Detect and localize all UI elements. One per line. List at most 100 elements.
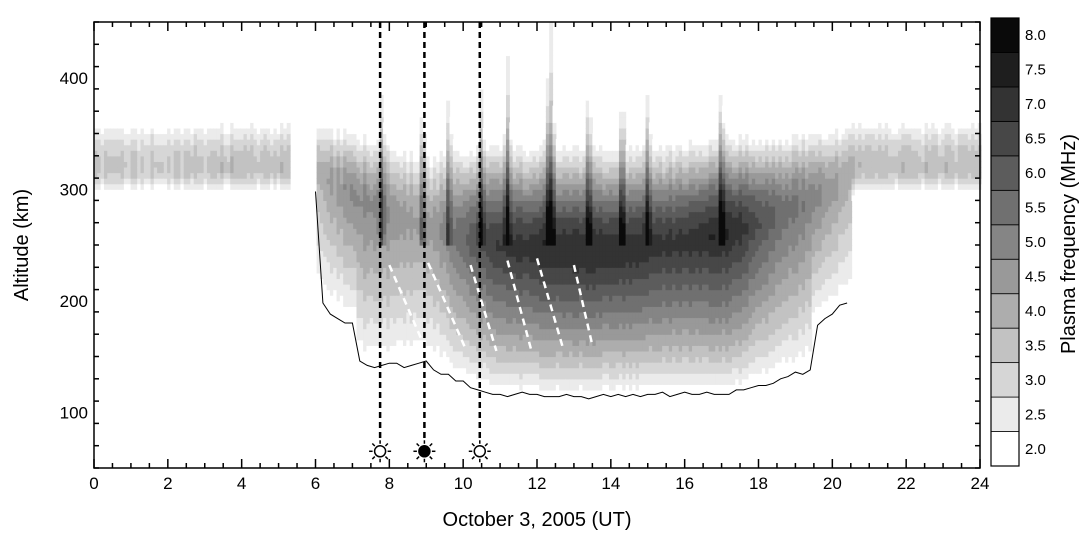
contour-cell bbox=[177, 144, 181, 151]
contour-cell bbox=[369, 289, 374, 296]
contour-cell bbox=[502, 373, 507, 380]
contour-cell bbox=[349, 172, 354, 179]
contour-cell bbox=[479, 250, 484, 257]
contour-cell bbox=[462, 323, 467, 330]
contour-cell bbox=[486, 239, 490, 246]
contour-cell bbox=[459, 239, 464, 246]
contour-cell bbox=[559, 334, 564, 341]
contour-cell bbox=[263, 166, 268, 174]
contour-cell bbox=[376, 155, 381, 162]
contour-cell bbox=[409, 233, 414, 241]
contour-cell bbox=[389, 295, 394, 302]
contour-cell bbox=[466, 228, 471, 235]
contour-cell bbox=[492, 362, 497, 369]
contour-cell bbox=[496, 166, 500, 174]
contour-cell bbox=[439, 161, 444, 168]
contour-cell bbox=[110, 189, 115, 196]
contour-cell bbox=[615, 267, 620, 274]
contour-cell bbox=[482, 166, 487, 174]
contour-cell bbox=[552, 144, 557, 151]
contour-cell bbox=[502, 295, 507, 302]
contour-cell bbox=[412, 166, 417, 174]
contour-cell bbox=[602, 144, 607, 151]
contour-cell bbox=[595, 194, 600, 201]
contour-cell bbox=[519, 222, 524, 229]
contour-cell bbox=[323, 250, 328, 257]
contour-cell bbox=[599, 161, 603, 168]
contour-cell bbox=[579, 233, 583, 241]
contour-cell bbox=[363, 211, 368, 218]
contour-cell bbox=[542, 339, 547, 346]
contour-cell bbox=[133, 166, 138, 174]
contour-cell bbox=[532, 166, 537, 174]
contour-cell bbox=[525, 166, 530, 174]
contour-cell bbox=[446, 83, 451, 90]
contour-cell bbox=[243, 189, 248, 196]
contour-cell bbox=[575, 178, 580, 185]
contour-cell bbox=[472, 295, 477, 302]
contour-cell bbox=[250, 161, 255, 168]
contour-cell bbox=[532, 200, 537, 207]
contour-cell bbox=[605, 272, 610, 280]
contour-cell bbox=[409, 272, 414, 280]
contour-cell bbox=[373, 345, 378, 352]
contour-cell bbox=[402, 194, 407, 201]
contour-cell bbox=[579, 161, 583, 168]
contour-cell bbox=[605, 233, 610, 241]
contour-cell bbox=[386, 233, 391, 241]
contour-cell bbox=[386, 205, 391, 213]
contour-cell bbox=[549, 384, 554, 391]
contour-cell bbox=[569, 245, 574, 252]
contour-cell bbox=[263, 127, 268, 135]
contour-cell bbox=[618, 367, 623, 374]
contour-cell bbox=[446, 328, 451, 335]
contour-cell bbox=[452, 378, 457, 385]
contour-cell bbox=[396, 200, 401, 207]
contour-cell bbox=[489, 389, 494, 397]
contour-cell bbox=[489, 378, 494, 385]
contour-cell bbox=[505, 289, 510, 296]
contour-cell bbox=[143, 127, 148, 135]
contour-cell bbox=[459, 144, 464, 151]
contour-cell bbox=[608, 289, 613, 296]
contour-cell bbox=[359, 228, 364, 235]
contour-cell bbox=[366, 139, 371, 146]
contour-cell bbox=[432, 256, 437, 263]
contour-cell bbox=[406, 194, 411, 201]
contour-cell bbox=[512, 317, 517, 324]
contour-cell bbox=[369, 328, 374, 335]
contour-cell bbox=[339, 306, 344, 313]
contour-cell bbox=[220, 161, 225, 168]
contour-cell bbox=[492, 289, 497, 296]
contour-cell bbox=[426, 356, 431, 363]
contour-cell bbox=[416, 339, 421, 346]
contour-cell bbox=[522, 150, 527, 157]
contour-cell bbox=[369, 267, 374, 274]
contour-cell bbox=[167, 139, 172, 146]
contour-cell bbox=[366, 272, 371, 280]
contour-cell bbox=[605, 194, 610, 201]
contour-cell bbox=[280, 139, 284, 146]
contour-cell bbox=[605, 161, 610, 168]
contour-cell bbox=[559, 317, 564, 324]
contour-cell bbox=[210, 178, 215, 185]
contour-cell bbox=[532, 189, 537, 196]
contour-cell bbox=[356, 289, 361, 296]
contour-cell bbox=[97, 144, 102, 151]
contour-cell bbox=[422, 217, 427, 224]
contour-cell bbox=[502, 239, 507, 246]
contour-cell bbox=[366, 205, 371, 213]
contour-cell bbox=[615, 300, 620, 307]
contour-cell bbox=[532, 205, 537, 213]
contour-cell bbox=[339, 161, 344, 168]
contour-cell bbox=[446, 127, 451, 135]
contour-cell bbox=[452, 222, 457, 229]
contour-cell bbox=[110, 183, 115, 190]
contour-cell bbox=[226, 127, 231, 135]
contour-cell bbox=[492, 350, 497, 358]
contour-cell bbox=[183, 155, 188, 162]
contour-cell bbox=[349, 284, 354, 291]
contour-cell bbox=[459, 362, 464, 369]
contour-cell bbox=[502, 367, 507, 374]
contour-cell bbox=[549, 49, 554, 57]
